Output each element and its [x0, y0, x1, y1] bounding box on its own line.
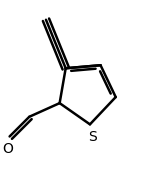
Text: S: S: [88, 130, 97, 144]
Text: O: O: [3, 142, 13, 156]
